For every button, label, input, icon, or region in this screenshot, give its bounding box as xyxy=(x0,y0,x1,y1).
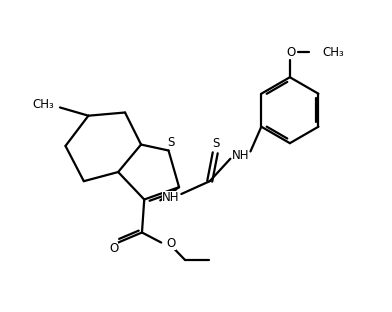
Text: O: O xyxy=(286,46,296,59)
Text: CH₃: CH₃ xyxy=(33,98,54,111)
Text: CH₃: CH₃ xyxy=(322,46,344,59)
Text: NH: NH xyxy=(232,149,249,162)
Text: S: S xyxy=(212,137,220,150)
Text: S: S xyxy=(167,136,174,149)
Text: O: O xyxy=(167,237,176,250)
Text: NH: NH xyxy=(162,191,180,204)
Text: O: O xyxy=(109,241,118,255)
